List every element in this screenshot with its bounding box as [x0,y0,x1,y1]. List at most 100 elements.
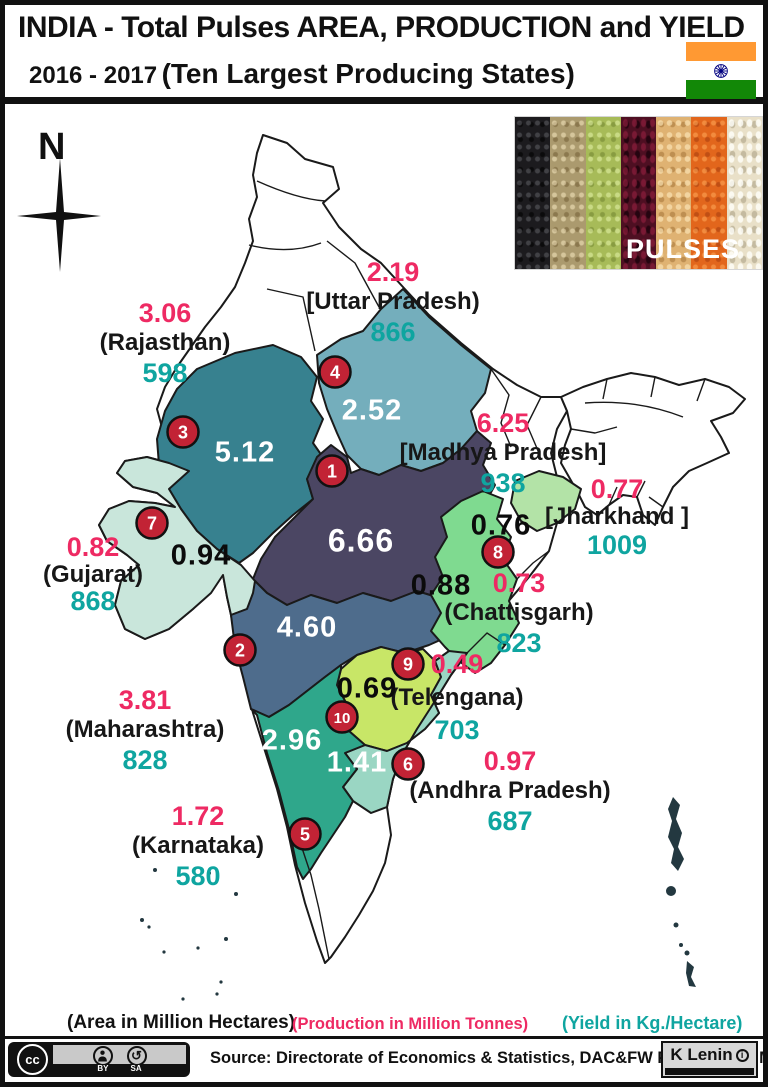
label-uttar-pradesh: 2.19 [Uttar Pradesh) 866 [273,257,513,347]
pulses-stripe-red-lentils [691,117,727,269]
share-alike-icon: ↺ [126,1046,147,1066]
yield-value: 598 [142,358,188,388]
subtitle-year: 2016 - 2017 [29,62,158,89]
label-telengana: 0.49 (Telengana) 703 [337,648,577,747]
page-subtitle: 2016 - 2017 (Ten Largest Producing State… [29,58,575,90]
area-value: 0.49 [430,649,484,679]
state-jharkhand [510,470,582,532]
label-andhra-pradesh: 0.97 (Andhra Pradesh) 687 [390,746,630,836]
area-value: 6.25 [476,408,530,438]
rank-badge-5: 5 [288,817,322,851]
rank-badges: 1 2 3 4 5 6 7 8 9 10 [135,355,515,851]
yield-value: 868 [70,586,116,616]
area-value: 0.77 [590,474,644,504]
production-madhya-pradesh: 6.66 [327,522,395,559]
pulses-stripe-white-beans [726,117,762,269]
yield-value: 866 [370,317,416,347]
state-name: (Andhra Pradesh) [409,777,611,804]
production-karnataka: 2.96 [261,724,323,757]
production-telengana: 0.69 [336,672,398,705]
production-jharkhand: 0.76 [470,509,532,542]
author-badge-bar [665,1068,754,1075]
andaman-nicobar-islands [666,797,696,987]
yield-value: 580 [175,861,221,891]
cc-labels: BY SA [53,1064,186,1074]
label-jharkhand: 0.77 [Jharkhand ] 1009 [497,475,737,559]
ashoka-chakra-icon [714,63,728,78]
rank-badge-6: 6 [391,747,425,781]
rank-badge-9: 9 [391,647,425,681]
cc-sa-label: SA [130,1064,142,1073]
label-madhya-pradesh: 6.25 [Madhya Pradesh] 938 [383,408,623,498]
info-icon: i [735,1048,749,1062]
rank-badge-3: 3 [166,415,200,449]
area-value: 0.73 [492,568,546,598]
label-gujarat: 0.82 (Gujarat) 868 [5,534,213,616]
rank-badge-2: 2 [223,633,257,667]
svg-text:5: 5 [300,825,310,845]
state-name: (Gujarat) [42,561,143,588]
state-name: (Rajasthan) [99,329,231,356]
legend-area: (Area in Million Hectares) [67,1012,296,1033]
rank-badge-4: 4 [318,355,352,389]
legend-production: (Production in Million Tonnes) [292,1015,529,1033]
rank-badge-1: 1 [315,454,349,488]
production-gujarat: 0.94 [170,539,232,572]
state-name: [Jharkhand ] [544,503,690,530]
page-title: INDIA - Total Pulses AREA, PRODUCTION an… [18,11,745,44]
label-rajasthan: 3.06 (Rajasthan) 598 [45,298,285,388]
area-value: 3.06 [138,298,192,328]
label-maharashtra: 3.81 (Maharashtra) 828 [25,685,265,775]
pulses-stripe-brown-lentils [550,117,586,269]
rank-badge-10: 10 [325,700,359,734]
pulses-stripe-black-beans [515,117,551,269]
pulses-stripe-kidney-beans [620,117,657,269]
label-karnataka: 1.72 (Karnataka) 580 [78,801,318,891]
india-map: 1 2 3 4 5 6 7 8 9 10 [98,134,746,1001]
production-chattisgarh: 0.88 [410,569,472,602]
yield-value: 823 [496,628,542,658]
rank-badge-8: 8 [481,535,515,569]
footer: cc ↺ BY SA Source: Directorate of Econom… [5,1039,763,1082]
source-text: Source: Directorate of Economics & Stati… [210,1049,763,1067]
pulses-stripe-green-peas [585,117,621,269]
author-name: K Lenin [670,1045,733,1064]
svg-text:9: 9 [403,655,413,675]
cc-by-sa-panel: ↺ BY SA [53,1045,186,1074]
production-uttar-pradesh: 2.52 [341,394,403,427]
yield-value: 1009 [586,530,648,560]
svg-text:8: 8 [493,543,503,563]
india-flag-icon [686,42,756,99]
area-value: 0.97 [483,746,537,776]
subtitle-states: (Ten Largest Producing States) [161,58,575,89]
svg-text:4: 4 [330,363,340,383]
map-area: 1 2 3 4 5 6 7 8 9 10 N [5,104,763,1039]
state-name: [Uttar Pradesh) [306,288,480,315]
cc-license-badge: cc ↺ BY SA [8,1042,190,1077]
flag-saffron-stripe [686,42,756,61]
person-icon [92,1046,113,1066]
svg-text:1: 1 [327,462,337,482]
area-value: 1.72 [171,801,225,831]
state-rajasthan [156,344,328,564]
svg-text:7: 7 [147,514,157,534]
legend-yield: (Yield in Kg./Hectare) [562,1013,743,1033]
northeast-states-outline [560,372,746,526]
flag-white-stripe [686,61,756,80]
lakshadweep-islands [140,868,238,1001]
internal-state-boundaries [248,180,706,960]
production-maharashtra: 4.60 [276,611,338,644]
state-name: (Maharashtra) [65,716,225,743]
rank-badge-7: 7 [135,506,169,540]
svg-text:10: 10 [334,710,351,727]
state-name: (Karnataka) [131,832,265,859]
yield-value: 938 [480,468,526,498]
state-gujarat [98,456,256,640]
yield-value: 703 [434,715,480,745]
flag-green-stripe [686,80,756,99]
area-value: 3.81 [118,685,172,715]
state-name: [Madhya Pradesh] [399,439,607,466]
header: INDIA - Total Pulses AREA, PRODUCTION an… [5,5,763,104]
cc-by-label: BY [97,1064,109,1073]
